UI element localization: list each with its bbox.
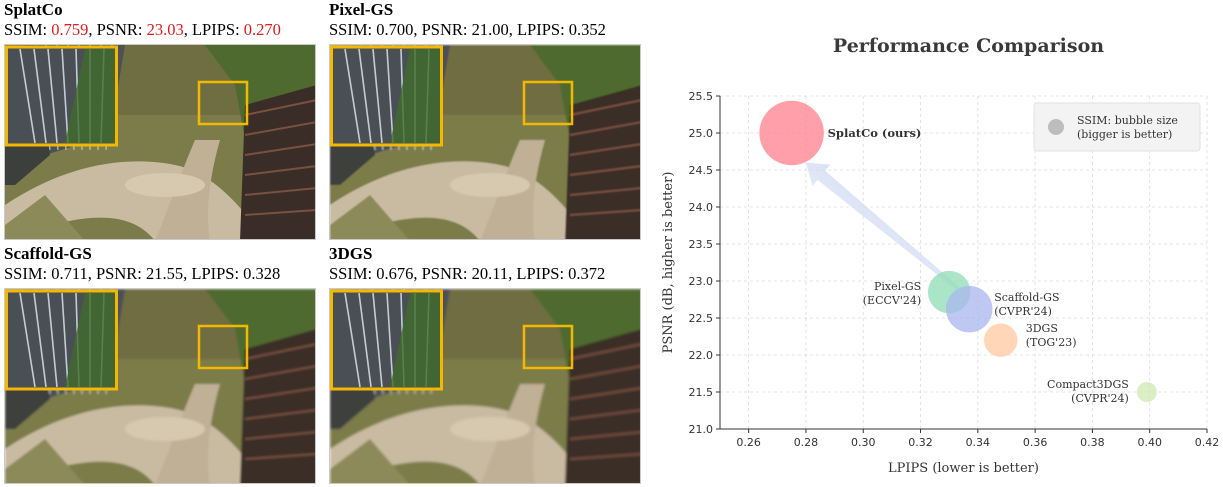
legend-marker (1048, 119, 1064, 135)
x-tick-label: 0.32 (908, 436, 933, 449)
scene-image (329, 44, 641, 240)
metric-value-psnr: 21.55 (145, 264, 184, 283)
y-tick-label: 24.5 (689, 164, 714, 177)
performance-chart: Performance Comparison 0.26 0.28 0.30 0.32 0.… (661, 35, 1220, 476)
point-label: Compact3DGS (1047, 378, 1129, 391)
x-axis-label: LPIPS (lower is better) (888, 461, 1039, 476)
legend-box (1033, 102, 1201, 152)
y-tick-label: 25.5 (689, 90, 714, 103)
y-tick-label: 22.0 (689, 349, 714, 362)
chart-title: Performance Comparison (833, 35, 1104, 57)
point-label: (TOG'23) (1026, 336, 1077, 349)
metric-label-psnr: PSNR: (421, 264, 472, 283)
metric-value-ssim: 0.759 (51, 20, 89, 39)
metric-label-ssim: SSIM: (4, 264, 52, 283)
metric-label-ssim: SSIM: (329, 264, 377, 283)
point-label: (CVPR'24) (1071, 392, 1129, 405)
metric-value-lpips: 0.352 (568, 20, 606, 39)
bubble-point (759, 100, 824, 166)
point-label: Scaffold-GS (994, 291, 1059, 304)
panel-pixel-gs: Pixel-GS SSIM: 0.700, PSNR: 21.00, LPIPS… (329, 0, 641, 240)
x-tick-label: 0.26 (736, 436, 761, 449)
metric-value-lpips: 0.270 (243, 20, 281, 39)
metric-value-ssim: 0.711 (51, 264, 88, 283)
improvement-arrow (805, 162, 960, 290)
panel-3dgs: 3DGS SSIM: 0.676, PSNR: 20.11, LPIPS: 0.… (329, 244, 641, 484)
point-label: (CVPR'24) (994, 305, 1052, 318)
method-title: Pixel-GS (329, 0, 394, 19)
metric-value-psnr: 23.03 (146, 20, 184, 39)
metric-label-lpips: LPIPS: (516, 264, 569, 283)
metric-label-psnr: PSNR: (96, 20, 147, 39)
x-tick-label: 0.34 (966, 436, 991, 449)
scene-image (4, 44, 316, 240)
method-title: Scaffold-GS (4, 244, 92, 263)
method-title: 3DGS (329, 244, 373, 263)
metric-value-lpips: 0.372 (568, 264, 606, 283)
scene-image (329, 288, 641, 484)
y-tick-label: 21.5 (689, 386, 714, 399)
metrics-line: SSIM: 0.700, PSNR: 21.00, LPIPS: 0.352 (329, 20, 606, 39)
metrics-line: SSIM: 0.711, PSNR: 21.55, LPIPS: 0.328 (4, 264, 281, 283)
x-tick-label: 0.28 (794, 436, 819, 449)
metric-value-ssim: 0.676 (376, 264, 414, 283)
metrics-line: SSIM: 0.759, PSNR: 23.03, LPIPS: 0.270 (4, 20, 281, 39)
metric-value-psnr: 20.11 (471, 264, 509, 283)
legend-text: SSIM: bubble size (1077, 114, 1178, 127)
metric-label-lpips: LPIPS: (191, 20, 244, 39)
metric-label-lpips: LPIPS: (191, 264, 244, 283)
metric-label-psnr: PSNR: (96, 264, 146, 283)
y-tick-label: 23.0 (689, 275, 714, 288)
y-tick-label: 25.0 (689, 127, 714, 140)
x-tick-label: 0.38 (1080, 436, 1105, 449)
bubble-point (945, 285, 993, 333)
x-tick-label: 0.40 (1137, 436, 1162, 449)
metrics-line: SSIM: 0.676, PSNR: 20.11, LPIPS: 0.372 (329, 264, 606, 283)
panel-splatco: SplatCo SSIM: 0.759, PSNR: 23.03, LPIPS:… (4, 0, 316, 240)
x-tick-label: 0.30 (851, 436, 876, 449)
bubble-point (1136, 382, 1157, 402)
point-label: Pixel-GS (874, 280, 921, 293)
y-axis-label: PSNR (dB, higher is better) (661, 172, 676, 354)
metric-label-psnr: PSNR: (421, 20, 472, 39)
y-tick-label: 21.0 (689, 423, 714, 436)
metric-value-ssim: 0.700 (376, 20, 414, 39)
y-tick-label: 23.5 (689, 238, 714, 251)
metric-label-lpips: LPIPS: (516, 20, 569, 39)
y-tick-label: 22.5 (689, 312, 714, 325)
point-label: 3DGS (1026, 322, 1058, 335)
x-tick-label: 0.42 (1195, 436, 1220, 449)
point-label: SplatCo (ours) (828, 126, 922, 140)
metric-label-ssim: SSIM: (4, 20, 52, 39)
panel-scaffold-gs: Scaffold-GS SSIM: 0.711, PSNR: 21.55, LP… (4, 244, 316, 484)
x-tick-label: 0.36 (1023, 436, 1048, 449)
metric-value-psnr: 21.00 (471, 20, 509, 39)
point-label: (ECCV'24) (863, 294, 921, 307)
metric-label-ssim: SSIM: (329, 20, 377, 39)
scene-image (4, 288, 316, 484)
y-tick-label: 24.0 (689, 201, 714, 214)
method-title: SplatCo (4, 0, 63, 19)
bubble-point (984, 323, 1018, 357)
metric-value-lpips: 0.328 (243, 264, 281, 283)
legend-text: (bigger is better) (1077, 128, 1172, 141)
